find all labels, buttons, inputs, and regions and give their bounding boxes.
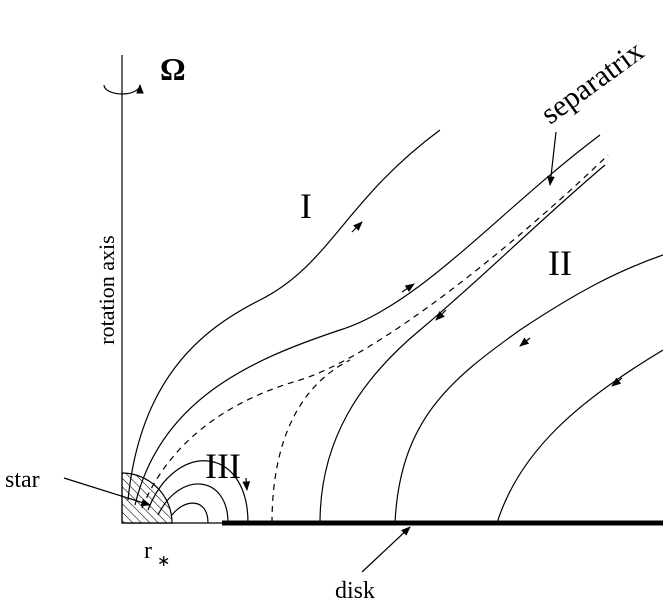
star-label: star xyxy=(5,467,40,493)
flow-arrow xyxy=(401,283,415,293)
axis-label: rotation axis xyxy=(94,235,119,344)
flow-arrow xyxy=(519,337,531,347)
star-pointer xyxy=(63,477,151,507)
field-line xyxy=(496,349,663,524)
flow-arrows xyxy=(242,221,623,491)
field-line xyxy=(134,134,601,506)
field-line xyxy=(319,164,606,524)
closed-loop xyxy=(147,460,249,524)
separatrix-pointer xyxy=(547,131,557,186)
radius-label: r xyxy=(144,538,152,564)
disk-pointer xyxy=(361,526,411,573)
flow-arrow xyxy=(351,221,363,233)
closed-loop xyxy=(171,502,209,524)
flow-arrow xyxy=(611,377,623,387)
region-label: III xyxy=(205,446,241,486)
field-lines xyxy=(127,129,663,524)
flow-arrow xyxy=(435,309,447,321)
disk-label: disk xyxy=(335,578,375,604)
flow-arrow xyxy=(242,477,251,491)
separatrix-line xyxy=(141,154,609,509)
field-line xyxy=(127,129,441,501)
region-label: II xyxy=(548,243,572,283)
separatrix-line xyxy=(271,359,351,524)
field-line xyxy=(394,254,663,524)
rotation-arrow xyxy=(103,84,144,95)
radius-subscript: ∗ xyxy=(157,553,170,570)
omega-label: Ω xyxy=(160,51,186,87)
separatrix-label: separatrix xyxy=(535,34,650,130)
closed-loop xyxy=(157,483,229,524)
region-label: I xyxy=(300,186,312,226)
